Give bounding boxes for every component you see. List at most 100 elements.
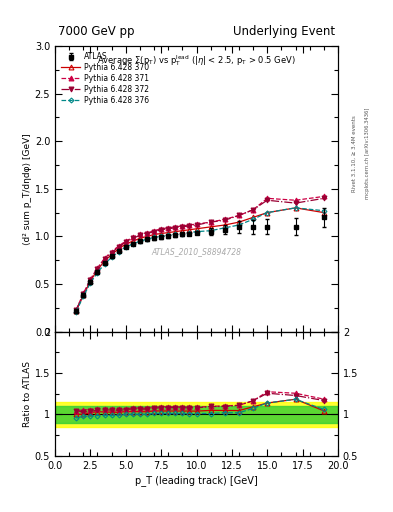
Pythia 6.428 372	[152, 228, 156, 234]
Pythia 6.428 376	[237, 222, 241, 228]
Pythia 6.428 370	[293, 205, 298, 211]
Pythia 6.428 376	[293, 205, 298, 211]
Pythia 6.428 371	[166, 225, 171, 231]
Bar	[55, 406, 338, 422]
Pythia 6.428 372	[194, 222, 199, 228]
Y-axis label: ⟨d² sum p_T/dηdφ⟩ [GeV]: ⟨d² sum p_T/dηdφ⟩ [GeV]	[23, 133, 32, 245]
Pythia 6.428 372	[109, 249, 114, 255]
Pythia 6.428 370	[265, 209, 270, 216]
Pythia 6.428 372	[208, 219, 213, 225]
Pythia 6.428 371	[102, 255, 107, 261]
Pythia 6.428 371	[74, 307, 79, 313]
Pythia 6.428 376	[166, 232, 171, 239]
Pythia 6.428 371	[95, 265, 100, 271]
Line: Pythia 6.428 376: Pythia 6.428 376	[75, 206, 325, 313]
Pythia 6.428 372	[81, 291, 86, 297]
Pythia 6.428 376	[74, 309, 79, 315]
Pythia 6.428 370	[116, 246, 121, 252]
Pythia 6.428 371	[152, 228, 156, 234]
Pythia 6.428 376	[187, 229, 192, 236]
Pythia 6.428 370	[109, 251, 114, 258]
Pythia 6.428 376	[194, 228, 199, 234]
Pythia 6.428 376	[159, 233, 163, 240]
Pythia 6.428 376	[95, 269, 100, 275]
Text: Underlying Event: Underlying Event	[233, 25, 335, 37]
Pythia 6.428 371	[81, 290, 86, 296]
Pythia 6.428 372	[116, 244, 121, 250]
Pythia 6.428 370	[145, 233, 149, 240]
Text: ATLAS_2010_S8894728: ATLAS_2010_S8894728	[151, 247, 242, 256]
Pythia 6.428 376	[130, 241, 135, 247]
Text: mcplots.cern.ch [arXiv:1306.3436]: mcplots.cern.ch [arXiv:1306.3436]	[365, 108, 371, 199]
Pythia 6.428 371	[109, 248, 114, 254]
Pythia 6.428 370	[166, 229, 171, 236]
Pythia 6.428 371	[180, 223, 185, 229]
Pythia 6.428 371	[237, 212, 241, 219]
Pythia 6.428 376	[116, 248, 121, 254]
Pythia 6.428 371	[293, 197, 298, 203]
Pythia 6.428 371	[265, 195, 270, 201]
Pythia 6.428 372	[74, 307, 79, 313]
Pythia 6.428 372	[138, 232, 142, 239]
Text: 7000 GeV pp: 7000 GeV pp	[58, 25, 134, 37]
Pythia 6.428 371	[187, 222, 192, 228]
Pythia 6.428 370	[130, 238, 135, 244]
Pythia 6.428 370	[208, 224, 213, 230]
Pythia 6.428 376	[123, 244, 128, 250]
Pythia 6.428 371	[145, 229, 149, 236]
Pythia 6.428 370	[237, 219, 241, 225]
Pythia 6.428 371	[173, 224, 178, 230]
Line: Pythia 6.428 372: Pythia 6.428 372	[74, 196, 326, 312]
Pythia 6.428 372	[251, 207, 255, 213]
Pythia 6.428 376	[81, 293, 86, 300]
Pythia 6.428 370	[123, 241, 128, 247]
Pythia 6.428 376	[102, 261, 107, 267]
Pythia 6.428 376	[173, 231, 178, 238]
Pythia 6.428 372	[88, 277, 93, 283]
Line: Pythia 6.428 371: Pythia 6.428 371	[74, 194, 326, 312]
Pythia 6.428 371	[194, 221, 199, 227]
Pythia 6.428 370	[159, 230, 163, 237]
Pythia 6.428 372	[166, 226, 171, 232]
Pythia 6.428 376	[222, 225, 227, 231]
Pythia 6.428 372	[130, 235, 135, 241]
Pythia 6.428 370	[251, 215, 255, 221]
Pythia 6.428 370	[173, 228, 178, 234]
X-axis label: p_T (leading track) [GeV]: p_T (leading track) [GeV]	[135, 475, 258, 485]
Pythia 6.428 371	[88, 276, 93, 282]
Pythia 6.428 371	[123, 238, 128, 244]
Pythia 6.428 371	[159, 226, 163, 232]
Pythia 6.428 370	[152, 231, 156, 238]
Pythia 6.428 370	[81, 292, 86, 298]
Legend: ATLAS, Pythia 6.428 370, Pythia 6.428 371, Pythia 6.428 372, Pythia 6.428 376: ATLAS, Pythia 6.428 370, Pythia 6.428 37…	[59, 50, 151, 107]
Pythia 6.428 371	[116, 243, 121, 249]
Pythia 6.428 372	[95, 266, 100, 272]
Pythia 6.428 376	[88, 280, 93, 286]
Pythia 6.428 372	[237, 212, 241, 219]
Pythia 6.428 376	[251, 216, 255, 222]
Pythia 6.428 376	[152, 234, 156, 241]
Pythia 6.428 376	[138, 238, 142, 244]
Pythia 6.428 372	[123, 239, 128, 245]
Pythia 6.428 376	[145, 236, 149, 242]
Pythia 6.428 370	[138, 235, 142, 241]
Pythia 6.428 376	[208, 228, 213, 234]
Bar	[55, 402, 338, 426]
Pythia 6.428 371	[222, 216, 227, 222]
Pythia 6.428 372	[102, 256, 107, 262]
Text: Rivet 3.1.10, ≥ 3.4M events: Rivet 3.1.10, ≥ 3.4M events	[352, 115, 357, 192]
Pythia 6.428 372	[265, 197, 270, 203]
Pythia 6.428 372	[321, 195, 326, 201]
Pythia 6.428 372	[293, 200, 298, 206]
Pythia 6.428 370	[180, 228, 185, 234]
Pythia 6.428 370	[88, 278, 93, 284]
Pythia 6.428 372	[145, 230, 149, 237]
Pythia 6.428 370	[222, 222, 227, 228]
Pythia 6.428 371	[321, 194, 326, 200]
Pythia 6.428 370	[95, 267, 100, 273]
Pythia 6.428 370	[102, 258, 107, 264]
Pythia 6.428 370	[74, 308, 79, 314]
Pythia 6.428 376	[180, 230, 185, 237]
Pythia 6.428 372	[180, 224, 185, 230]
Pythia 6.428 370	[321, 209, 326, 216]
